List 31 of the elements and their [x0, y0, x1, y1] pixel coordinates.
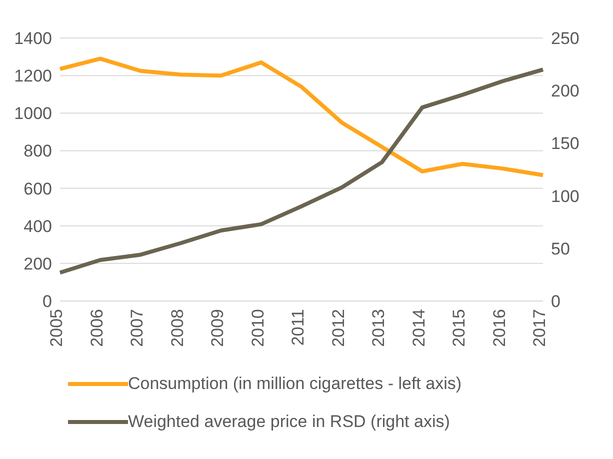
y-tick-label: 400: [24, 216, 52, 236]
x-tick-label: 2007: [128, 309, 147, 347]
line-series: [58, 68, 545, 275]
x-tick-label: 2016: [490, 309, 509, 347]
x-tick-label: 2012: [328, 309, 348, 347]
y2-tick-label: 50: [551, 239, 570, 258]
y2-tick-label: 0: [551, 292, 560, 312]
y-tick-label: 600: [24, 179, 52, 198]
x-tick-label: 2005: [47, 309, 66, 347]
legend-label: Consumption (in million cigarettes - left axis): [128, 374, 462, 394]
x-tick-label: 2008: [168, 309, 187, 347]
x-tick-label: 2006: [87, 309, 106, 347]
line-series: [58, 56, 545, 178]
x-tick-label: 2015: [450, 309, 469, 347]
x-tick-label: 2017: [530, 309, 550, 347]
y-tick-label: 200: [24, 254, 52, 274]
x-tick-label: 2011: [288, 309, 308, 346]
y-tick-label: 1200: [14, 66, 52, 86]
y-tick-label: 1400: [14, 29, 52, 48]
y2-tick-label: 200: [551, 82, 580, 101]
x-tick-label: 2014: [409, 309, 428, 347]
y2-tick-label: 250: [551, 29, 580, 48]
y-tick-label: 1000: [14, 104, 52, 124]
y-tick-label: 800: [24, 142, 52, 161]
legend-label: Weighted average price in RSD (right axis): [128, 412, 450, 432]
y2-tick-label: 150: [551, 134, 580, 154]
x-tick-label: 2010: [248, 309, 268, 347]
x-tick-label: 2013: [369, 309, 388, 347]
y-tick-label: 0: [42, 292, 52, 312]
y2-tick-label: 100: [551, 186, 580, 206]
x-tick-label: 2009: [208, 309, 228, 347]
